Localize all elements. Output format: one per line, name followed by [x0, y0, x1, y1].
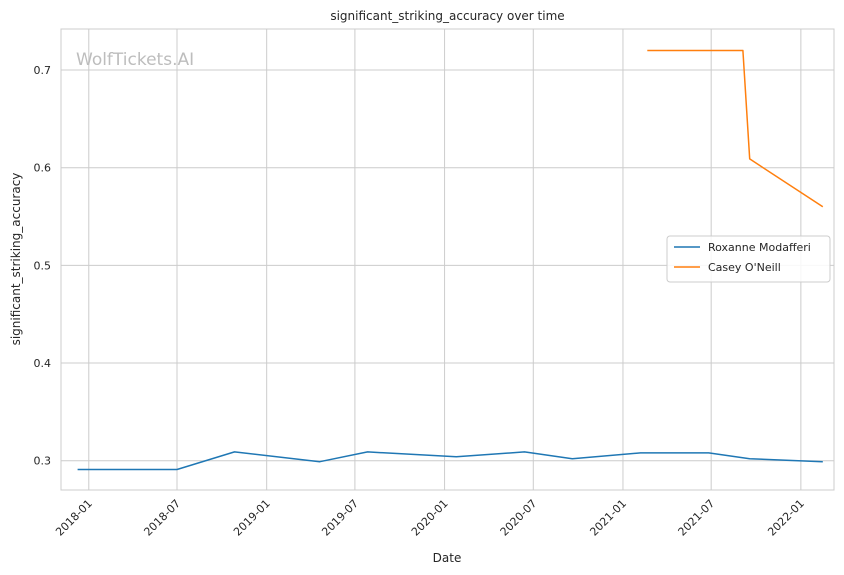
series-line-casey-o-neill	[647, 49, 824, 208]
series-lines	[77, 49, 824, 471]
grid-lines	[61, 29, 834, 490]
x-tick-label: 2020-01	[409, 497, 451, 539]
y-axis-ticks: 0.3 0.4 0.5 0.6 0.7	[34, 64, 52, 468]
y-tick-label: 0.4	[34, 357, 52, 370]
x-tick-label: 2021-01	[587, 497, 629, 539]
x-tick-label: 2022-01	[765, 497, 807, 539]
x-tick-label: 2020-07	[498, 497, 540, 539]
x-tick-label: 2019-01	[231, 497, 273, 539]
y-tick-label: 0.3	[34, 455, 52, 468]
chart-title: significant_striking_accuracy over time	[330, 9, 564, 23]
x-tick-label: 2018-07	[141, 497, 183, 539]
y-tick-label: 0.7	[34, 64, 52, 77]
x-axis-ticks: 2018-01 2018-07 2019-01 2019-07 2020-01 2020-…	[53, 497, 807, 539]
series-line-roxanne-modafferi	[77, 451, 823, 471]
legend: Roxanne Modafferi Casey O'Neill	[666, 235, 831, 283]
y-tick-label: 0.6	[34, 162, 52, 175]
x-tick-label: 2019-07	[319, 497, 361, 539]
y-axis-title: significant_striking_accuracy	[9, 173, 23, 346]
legend-box	[666, 235, 831, 283]
x-tick-label: 2021-07	[676, 497, 718, 539]
x-axis-title: Date	[433, 551, 462, 565]
legend-label-roxanne-modafferi: Roxanne Modafferi	[708, 241, 811, 254]
watermark: WolfTickets.AI	[76, 50, 194, 70]
legend-label-casey-o-neill: Casey O'Neill	[708, 261, 781, 274]
y-tick-label: 0.5	[34, 259, 52, 272]
x-tick-label: 2018-01	[53, 497, 95, 539]
